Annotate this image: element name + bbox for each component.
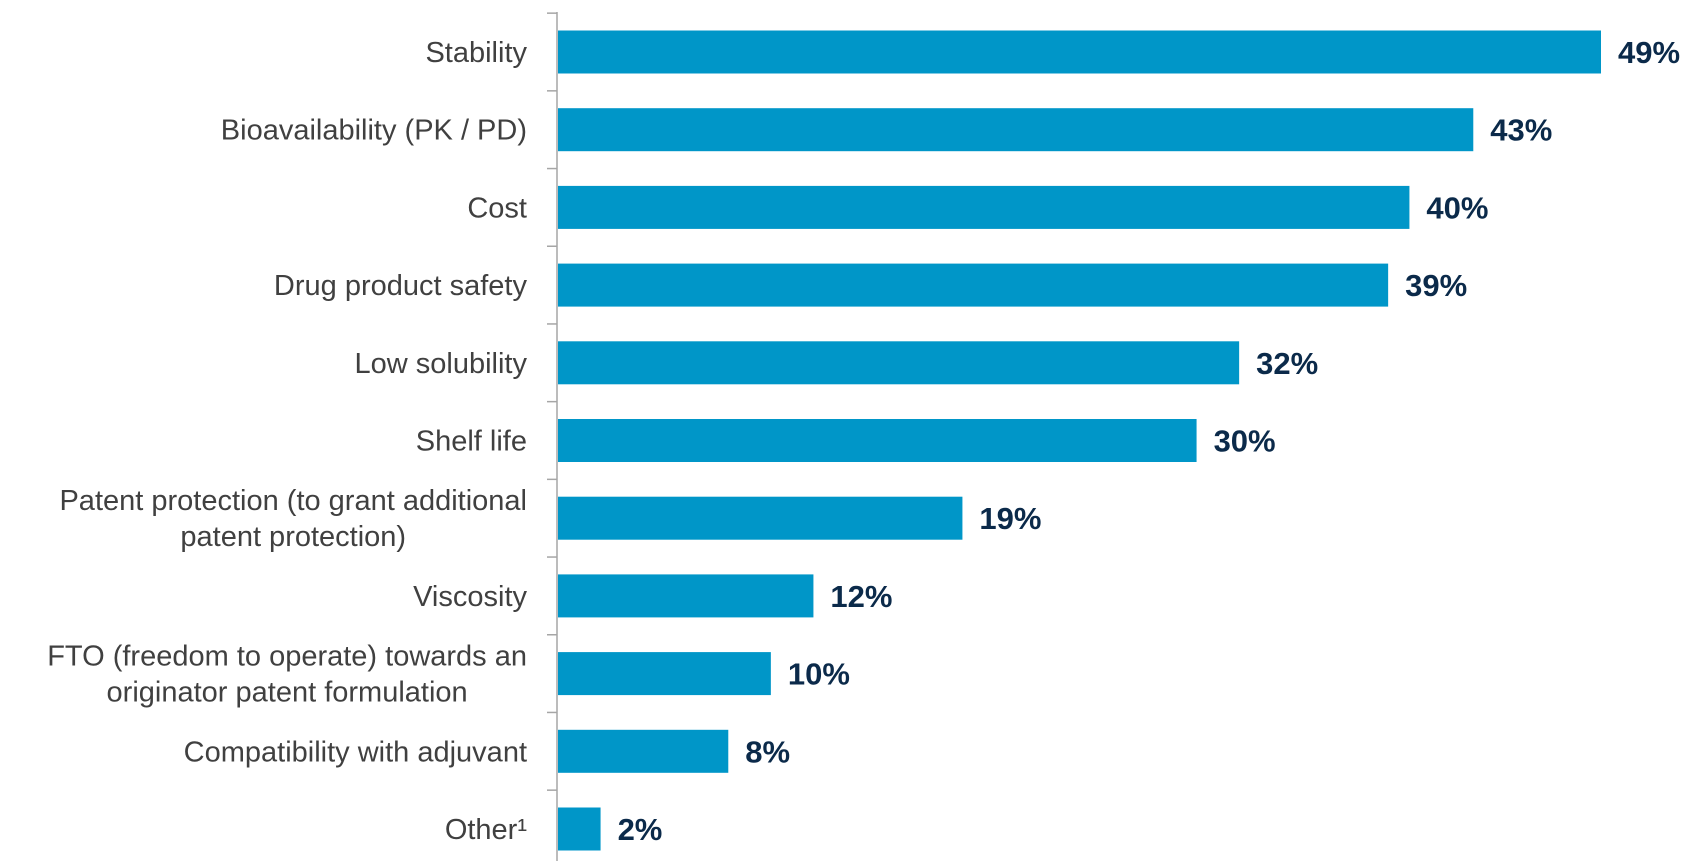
category-label: Patent protection (to grant additional pa…: [59, 485, 527, 553]
category-label-line: Patent protection (to grant additional: [59, 485, 527, 517]
category-label: FTO (freedom to operate) towards an origi…: [47, 641, 527, 709]
bar: [558, 185, 1410, 229]
value-label: 30%: [1214, 424, 1276, 459]
bar: [558, 341, 1240, 385]
value-label: 10%: [788, 657, 850, 692]
value-label: 43%: [1490, 113, 1552, 148]
category-labels: Stability Bioavailability (PK / PD) Cost Dr…: [47, 37, 527, 846]
bar-series: [558, 30, 1601, 851]
category-label: Compatibility with adjuvant: [184, 736, 527, 768]
bar: [558, 496, 963, 540]
value-label: 40%: [1426, 190, 1488, 225]
bar: [558, 807, 601, 851]
category-label: Viscosity: [413, 581, 527, 613]
bar: [558, 419, 1197, 462]
category-label: Other¹: [445, 814, 528, 846]
category-label-line: originator patent formulation: [107, 677, 468, 709]
category-label-line: FTO (freedom to operate) towards an: [47, 641, 527, 673]
value-labels: 49% 43% 40% 39% 32% 30% 19% 12% 10% 8% 2%: [618, 35, 1680, 847]
bar: [558, 652, 771, 696]
value-label: 32%: [1256, 346, 1318, 381]
value-label: 12%: [830, 579, 892, 614]
value-label: 39%: [1405, 268, 1467, 303]
bar: [558, 30, 1601, 74]
category-label: Drug product safety: [274, 270, 528, 302]
category-label: Low solubility: [355, 348, 528, 380]
bar: [558, 729, 729, 773]
category-label: Cost: [467, 192, 527, 224]
category-label: Stability: [425, 37, 527, 69]
category-label-line: patent protection): [180, 521, 406, 553]
bar: [558, 574, 814, 618]
chart-axis: [547, 12, 558, 861]
category-label: Shelf life: [416, 426, 527, 458]
category-label: Bioavailability (PK / PD): [221, 115, 527, 147]
value-label: 19%: [979, 501, 1041, 536]
value-label: 49%: [1618, 35, 1680, 70]
value-label: 8%: [745, 734, 790, 769]
bar: [558, 108, 1474, 152]
value-label: 2%: [618, 812, 663, 847]
bar: [558, 263, 1389, 307]
